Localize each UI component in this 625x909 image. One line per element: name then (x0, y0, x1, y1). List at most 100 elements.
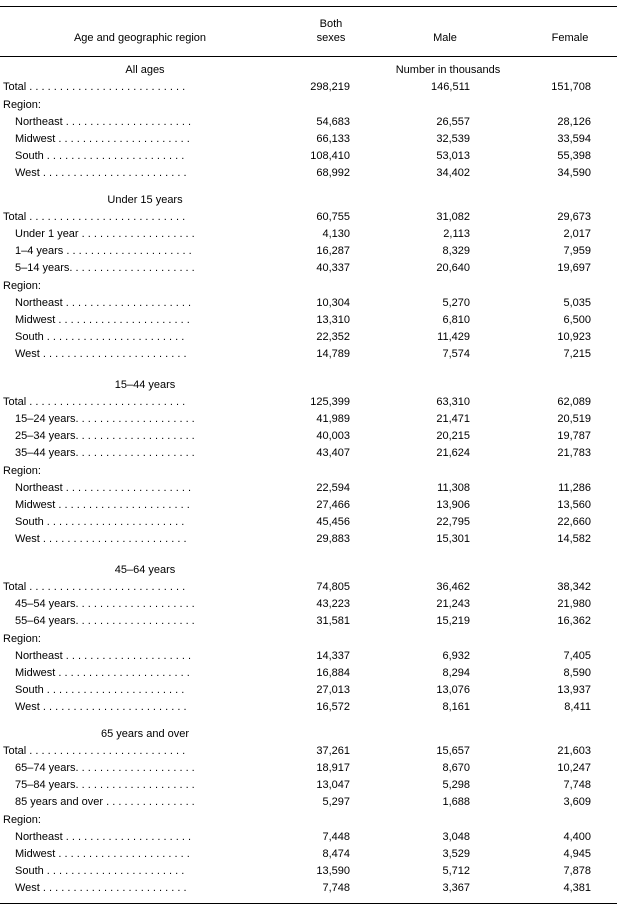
both-sexes-value: 16,884 (316, 666, 350, 679)
male-header: Male (433, 32, 457, 44)
female-value: 10,923 (557, 330, 591, 343)
female-value: 16,362 (557, 614, 591, 627)
section-caption: 45–64 years (0, 562, 617, 578)
table-row: West . . . . . . . . . . . . . . . . . .… (0, 346, 617, 362)
female-value: 7,748 (563, 778, 591, 791)
row-label: Midwest . . . . . . . . . . . . . . . . … (15, 498, 190, 511)
male-value: 22,795 (436, 515, 470, 528)
row-label: South . . . . . . . . . . . . . . . . . … (15, 515, 185, 528)
male-value: 11,429 (437, 330, 470, 343)
both-sexes-value: 43,223 (316, 597, 350, 610)
table-row: Northeast . . . . . . . . . . . . . . . … (0, 295, 617, 311)
table-row: Total . . . . . . . . . . . . . . . . . … (0, 579, 617, 595)
table-row: 85 years and over . . . . . . . . . . . … (0, 794, 617, 810)
female-value: 38,342 (557, 580, 591, 593)
table-row: 15–24 years. . . . . . . . . . . . . . .… (0, 411, 617, 427)
both-sexes-value: 66,133 (316, 133, 350, 146)
top-rule (0, 6, 617, 7)
table-row: South . . . . . . . . . . . . . . . . . … (0, 514, 617, 530)
both-sexes-header-line2: sexes (316, 32, 346, 44)
table-row: West . . . . . . . . . . . . . . . . . .… (0, 165, 617, 181)
male-value: 11,308 (437, 481, 470, 494)
female-value: 11,286 (558, 481, 591, 494)
female-value: 10,247 (557, 761, 591, 774)
table-row: 5–14 years. . . . . . . . . . . . . . . … (0, 260, 617, 276)
both-sexes-value: 13,310 (316, 313, 350, 326)
both-sexes-value: 5,297 (322, 795, 350, 808)
male-value: 1,688 (442, 795, 470, 808)
both-sexes-value: 27,466 (316, 498, 350, 511)
male-value: 8,329 (442, 244, 470, 257)
table-row: Midwest . . . . . . . . . . . . . . . . … (0, 312, 617, 328)
table-row: 1–4 years . . . . . . . . . . . . . . . … (0, 243, 617, 259)
both-sexes-header-line1: Both (319, 18, 343, 30)
table-row: West . . . . . . . . . . . . . . . . . .… (0, 880, 617, 896)
row-label: West . . . . . . . . . . . . . . . . . .… (15, 532, 187, 545)
male-value: 26,557 (436, 116, 470, 129)
row-label: West . . . . . . . . . . . . . . . . . .… (15, 700, 187, 713)
both-sexes-value: 125,399 (310, 395, 350, 408)
row-label: Total . . . . . . . . . . . . . . . . . … (3, 580, 186, 593)
both-sexes-value: 16,572 (316, 700, 350, 713)
row-label: Under 1 year . . . . . . . . . . . . . .… (15, 227, 195, 240)
row-label: Total . . . . . . . . . . . . . . . . . … (3, 395, 186, 408)
female-value: 8,590 (563, 666, 591, 679)
male-value: 146,511 (431, 80, 470, 93)
female-value: 62,089 (557, 395, 591, 408)
both-sexes-value: 14,789 (316, 347, 350, 360)
unit-label: Number in thousands (395, 64, 501, 76)
row-label: South . . . . . . . . . . . . . . . . . … (15, 864, 185, 877)
both-sexes-value: 14,337 (316, 650, 350, 662)
section-title: 65 years and over (100, 728, 190, 740)
row-label: Northeast . . . . . . . . . . . . . . . … (15, 116, 192, 129)
male-value: 5,712 (442, 864, 470, 877)
row-label: 75–84 years. . . . . . . . . . . . . . .… (15, 778, 195, 791)
row-label: West . . . . . . . . . . . . . . . . . .… (15, 347, 187, 360)
table-row: South . . . . . . . . . . . . . . . . . … (0, 148, 617, 164)
both-sexes-value: 13,590 (316, 864, 350, 877)
male-value: 8,670 (442, 761, 470, 774)
both-sexes-value: 10,304 (316, 296, 350, 309)
table-row: Midwest . . . . . . . . . . . . . . . . … (0, 497, 617, 513)
region-subheading: Region: (3, 99, 41, 112)
both-sexes-value: 45,456 (316, 515, 350, 528)
female-value: 19,787 (557, 429, 591, 442)
row-label: Northeast . . . . . . . . . . . . . . . … (15, 481, 192, 494)
female-value: 21,783 (557, 446, 591, 459)
female-value: 22,660 (557, 515, 591, 528)
row-label: Northeast . . . . . . . . . . . . . . . … (15, 650, 192, 662)
table-row: 75–84 years. . . . . . . . . . . . . . .… (0, 777, 617, 793)
row-label: 35–44 years. . . . . . . . . . . . . . .… (15, 446, 195, 459)
row-label: 85 years and over . . . . . . . . . . . … (15, 795, 195, 808)
both-sexes-value: 16,287 (316, 244, 350, 257)
table-row: Total . . . . . . . . . . . . . . . . . … (0, 79, 617, 95)
both-sexes-value: 41,989 (316, 412, 350, 425)
female-value: 7,878 (563, 864, 591, 877)
table-row: Northeast . . . . . . . . . . . . . . . … (0, 480, 617, 496)
section-title: 45–64 years (114, 564, 176, 576)
male-value: 6,932 (442, 650, 470, 662)
female-value: 7,405 (563, 650, 591, 662)
female-value: 28,126 (557, 116, 591, 129)
female-value: 8,411 (564, 700, 591, 713)
both-sexes-value: 37,261 (316, 744, 350, 757)
table-row: Total . . . . . . . . . . . . . . . . . … (0, 394, 617, 410)
section-title: All ages (125, 64, 165, 76)
female-value: 4,945 (563, 847, 591, 860)
male-value: 21,243 (436, 597, 470, 610)
male-value: 21,624 (436, 446, 470, 459)
section-title: 15–44 years (114, 379, 176, 391)
row-label: Midwest . . . . . . . . . . . . . . . . … (15, 847, 190, 860)
female-header: Female (551, 32, 589, 44)
both-sexes-value: 68,992 (316, 166, 350, 179)
row-label: South . . . . . . . . . . . . . . . . . … (15, 683, 185, 696)
male-value: 7,574 (442, 347, 470, 360)
both-sexes-value: 18,917 (316, 761, 350, 774)
male-value: 20,640 (436, 261, 470, 274)
row-label: Midwest . . . . . . . . . . . . . . . . … (15, 133, 190, 146)
row-label: 45–54 years. . . . . . . . . . . . . . .… (15, 597, 195, 610)
row-label: West . . . . . . . . . . . . . . . . . .… (15, 881, 187, 894)
male-value: 8,294 (442, 666, 470, 679)
row-label: Midwest . . . . . . . . . . . . . . . . … (15, 313, 190, 326)
both-sexes-value: 31,581 (316, 614, 350, 627)
